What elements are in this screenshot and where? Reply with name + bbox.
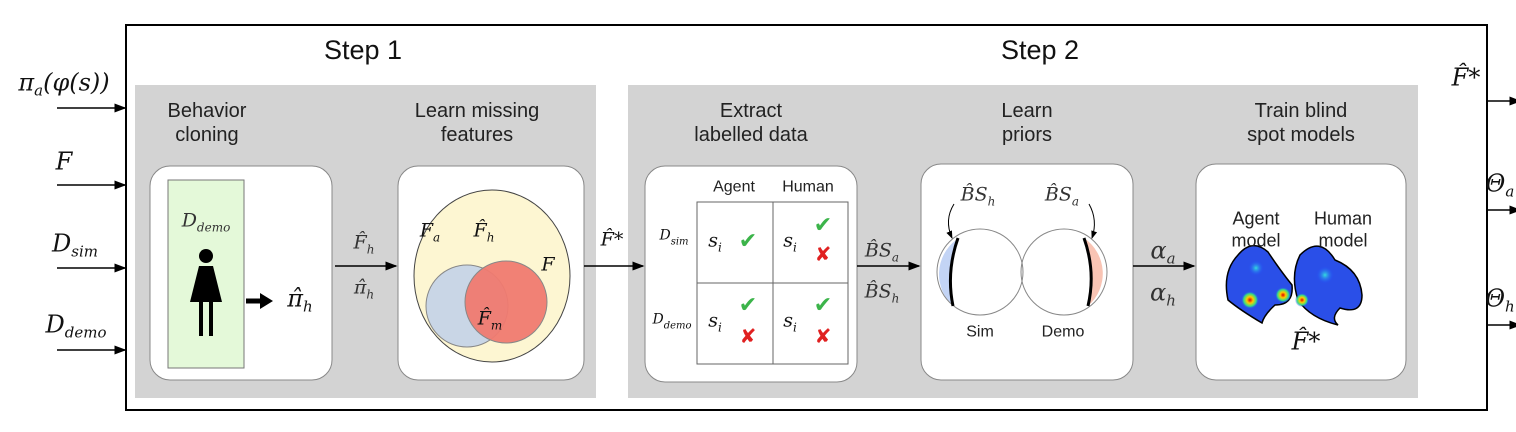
stage-title-blind-spot-models: Train blind spot models [1247,100,1355,146]
venn-agent-label: Fa [419,219,441,245]
label-table-grid [696,201,849,365]
prior-bs-agent-label: B̂Sa [1044,183,1080,209]
table-cell-state: si [708,309,722,335]
table-cell-state: si [783,229,797,255]
table-cell-state: si [708,229,722,255]
venn-human-label: F̂h [473,219,495,245]
table-row-label-ddemo: Ddemo [652,311,692,332]
human-heatmap-blob [1293,245,1363,326]
person-icon [190,249,222,336]
check-icon: ✔ [813,292,833,318]
model-features-label: F̂* [1291,327,1321,356]
stage-title-behavior-cloning: Behavior cloning [167,100,247,146]
table-cell-state: si [783,309,797,335]
flow-arrows [57,96,1516,355]
output-theta-h-label: Θh [1485,284,1515,316]
venn-outer-label: F [541,253,555,276]
cross-icon: ✘ [814,242,832,266]
table-header-human: Human [782,178,834,196]
link3-bs-agent-label: B̂Sa [864,239,900,265]
curved-arrow-icon [946,203,955,239]
demo-caption: Demo [1041,323,1085,341]
input-dsim-label: Dsim [52,229,98,261]
output-theta-a-label: Θa [1485,169,1515,201]
sim-prior-circle [936,203,1024,316]
check-icon: ✔ [813,212,833,238]
policy-estimate-label: π̂h [287,284,313,316]
table-header-agent: Agent [713,178,755,196]
stage-title-priors: Learn priors [1001,100,1053,146]
demo-prior-circle [1020,203,1108,316]
check-icon: ✔ [738,292,758,318]
input-ddemo-label: Ddemo [45,310,107,342]
alpha-a-label: αa [1150,236,1176,268]
alpha-h-label: αh [1150,278,1176,310]
cross-icon: ✘ [739,324,757,348]
sim-caption: Sim [966,323,994,341]
agent-heatmap-blob [1225,245,1293,325]
venn-human-circle [464,260,548,344]
link2-features-label: F̂* [600,228,624,251]
human-model-label: Human model [1313,208,1373,250]
demo-data-label: Ddemo [181,209,231,235]
output-features-label: F̂* [1451,63,1481,92]
input-features-label: F [55,147,73,176]
step-2-label: Step 2 [1000,34,1080,65]
input-policy-label: πa(φ(s)) [18,68,110,100]
link3-bs-human-label: B̂Sh [864,280,900,306]
link1-policy-label: π̂h [353,276,375,302]
agent-model-label: Agent model [1231,208,1281,250]
cross-icon: ✘ [814,324,832,348]
stage-title-missing-features: Learn missing features [414,100,540,146]
step-1-label: Step 1 [323,34,403,65]
labelled-data-box [644,165,858,383]
curved-arrow-icon [1088,203,1098,239]
stage-title-labelled-data: Extract labelled data [694,100,808,146]
venn-missing-label: F̂m [477,307,503,333]
table-row-label-dsim: Dsim [659,227,689,248]
link1-features-label: F̂h [353,231,375,257]
check-icon: ✔ [738,228,758,254]
priors-box [920,163,1134,381]
prior-bs-human-label: B̂Sh [960,183,996,209]
